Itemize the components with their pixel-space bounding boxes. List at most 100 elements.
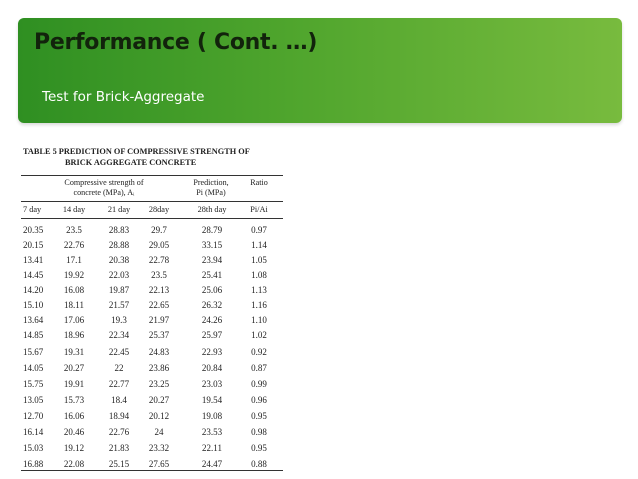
table-row: 15.75 19.91 22.77 23.25 23.03 0.99 [21, 379, 283, 391]
table-cell: 1.13 [251, 285, 267, 295]
table-cell: 13.05 [23, 395, 44, 405]
table-cell: 12.70 [23, 411, 44, 421]
table-cell: 21.57 [108, 300, 130, 310]
table-cell: 1.14 [251, 240, 267, 250]
table-cell: 22.45 [108, 347, 130, 357]
table-cell: 25.41 [201, 270, 223, 280]
table-top-rule [21, 175, 283, 176]
column-header-7-day: 7 day [23, 205, 42, 214]
table-cell: 22.13 [148, 285, 170, 295]
table-cell: 23.32 [148, 443, 170, 453]
table-cell: 17.1 [66, 255, 82, 265]
table-cell: 20.27 [148, 395, 170, 405]
table-row: 14.05 20.27 22 23.86 20.84 0.87 [21, 363, 283, 375]
table-header-rule [21, 201, 283, 202]
table-row: 15.10 18.11 21.57 22.65 26.32 1.16 [21, 300, 283, 312]
table-row: 13.64 17.06 19.3 21.97 24.26 1.10 [21, 315, 283, 327]
table-bottom-rule [21, 470, 283, 471]
table-row: 15.03 19.12 21.83 23.32 22.11 0.95 [21, 443, 283, 455]
table-cell: 16.14 [23, 427, 44, 437]
table-cell: 18.4 [111, 395, 127, 405]
table-caption-line2: BRICK AGGREGATE CONCRETE [65, 158, 197, 167]
table-cell: 22 [114, 363, 124, 373]
table-row: 15.67 19.31 22.45 24.83 22.93 0.92 [21, 347, 283, 359]
table-cell: 19.31 [63, 347, 85, 357]
column-header-14-day: 14 day [62, 205, 86, 214]
table-cell: 16.06 [63, 411, 85, 421]
table-cell: 22.76 [63, 240, 85, 250]
table-cell: 0.98 [251, 427, 267, 437]
table-cell: 22.65 [148, 300, 170, 310]
table-row: 13.41 17.1 20.38 22.78 23.94 1.05 [21, 255, 283, 267]
table-cell: 20.84 [201, 363, 223, 373]
table-cell: 25.06 [201, 285, 223, 295]
table-cell: 17.06 [63, 315, 85, 325]
table-cell: 23.53 [201, 427, 223, 437]
table-cell: 19.92 [63, 270, 85, 280]
table-cell: 19.87 [108, 285, 130, 295]
table-cell: 14.05 [23, 363, 44, 373]
prediction-table: TABLE 5 PREDICTION OF COMPRESSIVE STRENG… [21, 141, 283, 471]
table-cell: 14.20 [23, 285, 44, 295]
table-cell: 22.34 [108, 330, 130, 340]
table-cell: 25.97 [201, 330, 223, 340]
strength-group-header: Compressive strength of concrete (MPa), … [41, 178, 167, 198]
table-row: 14.85 18.96 22.34 25.37 25.97 1.02 [21, 330, 283, 342]
table-cell: 22.77 [108, 379, 130, 389]
table-cell: 29.7 [151, 225, 167, 235]
table-cell: 28.79 [201, 225, 223, 235]
table-cell: 25.37 [148, 330, 170, 340]
table-cell: 20.12 [148, 411, 170, 421]
table-cell: 23.86 [148, 363, 170, 373]
table-row: 14.45 19.92 22.03 23.5 25.41 1.08 [21, 270, 283, 282]
slide-subtitle: Test for Brick-Aggregate [42, 89, 205, 105]
table-cell: 0.92 [251, 347, 267, 357]
table-cell: 28.88 [108, 240, 130, 250]
table-cell: 15.03 [23, 443, 44, 453]
table-cell: 15.10 [23, 300, 44, 310]
table-cell: 19.91 [63, 379, 85, 389]
table-row: 12.70 16.06 18.94 20.12 19.08 0.95 [21, 411, 283, 423]
table-cell: 23.25 [148, 379, 170, 389]
table-column-rule [21, 218, 283, 219]
table-cell: 20.46 [63, 427, 85, 437]
table-row: 20.15 22.76 28.88 29.05 33.15 1.14 [21, 240, 283, 252]
table-cell: 13.64 [23, 315, 44, 325]
table-caption-line1: TABLE 5 PREDICTION OF COMPRESSIVE STRENG… [23, 147, 250, 156]
table-cell: 22.11 [202, 443, 222, 453]
strength-header-line1: Compressive strength of [64, 178, 144, 187]
column-header-28th-day: 28th day [197, 205, 227, 214]
table-cell: 28.83 [108, 225, 130, 235]
table-row: 16.88 22.08 25.15 27.65 24.47 0.88 [21, 459, 283, 471]
table-cell: 1.10 [251, 315, 267, 325]
table-cell: 13.41 [23, 255, 44, 265]
column-header-21-day: 21 day [107, 205, 131, 214]
slide-title: Performance ( Cont. …) [34, 30, 318, 55]
table-cell: 24.83 [148, 347, 170, 357]
table-cell: 20.35 [23, 225, 44, 235]
table-cell: 23.94 [201, 255, 223, 265]
table-cell: 22.76 [108, 427, 130, 437]
table-cell: 23.5 [66, 225, 82, 235]
table-cell: 0.97 [251, 225, 267, 235]
table-cell: 22.78 [148, 255, 170, 265]
table-cell: 23.03 [201, 379, 223, 389]
table-row: 20.35 23.5 28.83 29.7 28.79 0.97 [21, 225, 283, 237]
prediction-group-header: Prediction, Pi (MPa) [183, 178, 239, 198]
table-cell: 22.03 [108, 270, 130, 280]
table-cell: 16.08 [63, 285, 85, 295]
table-cell: 15.75 [23, 379, 44, 389]
table-cell: 18.94 [108, 411, 130, 421]
table-cell: 14.45 [23, 270, 44, 280]
ratio-group-header: Ratio [250, 178, 268, 187]
table-row: 14.20 16.08 19.87 22.13 25.06 1.13 [21, 285, 283, 297]
table-cell: 1.05 [251, 255, 267, 265]
table-cell: 25.15 [108, 459, 130, 469]
table-cell: 20.38 [108, 255, 130, 265]
table-cell: 1.16 [251, 300, 267, 310]
table-cell: 19.3 [111, 315, 127, 325]
table-cell: 19.54 [201, 395, 223, 405]
table-cell: 20.15 [23, 240, 44, 250]
column-header-ratio: Pi/Ai [250, 205, 268, 214]
table-cell: 0.87 [251, 363, 267, 373]
